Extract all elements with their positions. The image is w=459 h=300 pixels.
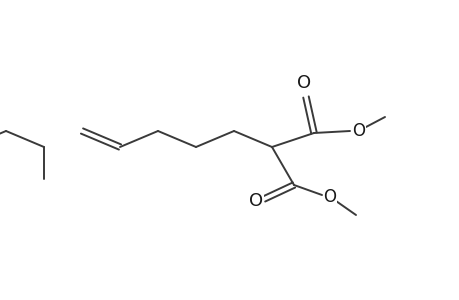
Text: O: O (323, 188, 336, 206)
Text: O: O (352, 122, 365, 140)
Text: O: O (297, 74, 310, 92)
Text: O: O (248, 192, 263, 210)
